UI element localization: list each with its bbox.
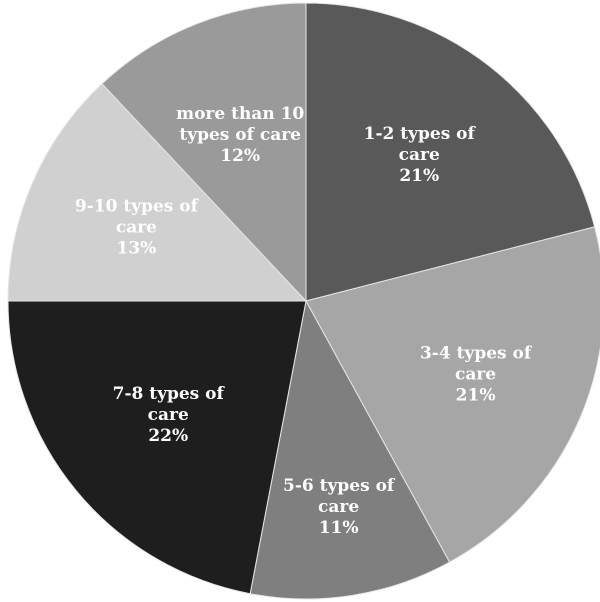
pie-slice-4 [7, 83, 308, 302]
slice-label-3: 7-8 types of care 22% [113, 383, 226, 445]
slice-label-4: 9-10 types of care 13% [75, 196, 200, 258]
slice-category-label: care [399, 145, 440, 165]
pie-slice-0 [305, 2, 596, 302]
slice-category-label: 9-10 types of [75, 196, 200, 216]
pie-slice-5 [101, 2, 307, 303]
slice-value-label: 13% [117, 238, 157, 258]
slice-label-2: 5-6 types of care 11% [283, 476, 396, 538]
pie-slices [7, 2, 600, 600]
slice-category-label: 5-6 types of [283, 476, 396, 496]
slice-category-label: care [455, 364, 496, 384]
slice-category-label: care [318, 497, 359, 517]
slice-category-label: more than 10 [176, 103, 304, 123]
slice-label-5: more than 10 types of care 12% [176, 103, 304, 165]
slice-value-label: 21% [399, 166, 439, 186]
pie-slice-1 [305, 226, 600, 563]
slice-category-label: types of care [179, 124, 301, 144]
pie-slice-2 [249, 299, 451, 600]
slice-value-label: 22% [148, 425, 188, 445]
slice-category-label: care [148, 404, 189, 424]
pie-labels: 1-2 types of care 21%3-4 types of care 21%5-… [75, 103, 533, 537]
pie-slice-3 [7, 300, 307, 595]
slice-value-label: 21% [456, 385, 496, 405]
slice-value-label: 12% [220, 145, 260, 165]
slice-category-label: 7-8 types of [113, 383, 226, 403]
slice-value-label: 11% [319, 518, 359, 538]
slice-category-label: care [116, 217, 157, 237]
slice-label-0: 1-2 types of care 21% [364, 124, 477, 186]
slice-category-label: 1-2 types of [364, 124, 477, 144]
slice-label-1: 3-4 types of care 21% [420, 343, 533, 405]
slice-category-label: 3-4 types of [420, 343, 533, 363]
